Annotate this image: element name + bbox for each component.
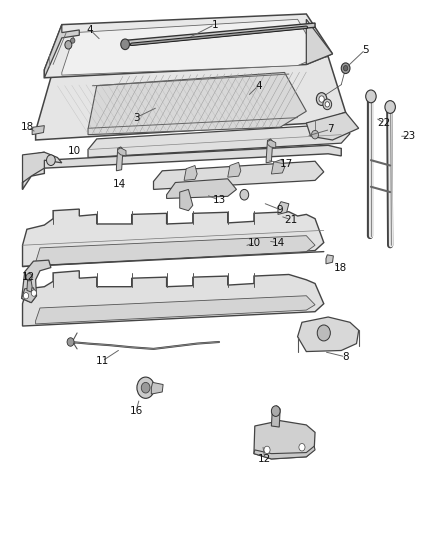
Polygon shape (35, 56, 346, 140)
Text: 13: 13 (212, 195, 226, 205)
Polygon shape (35, 296, 315, 324)
Polygon shape (32, 126, 44, 135)
Polygon shape (306, 112, 359, 140)
Polygon shape (180, 189, 193, 211)
Polygon shape (306, 19, 332, 64)
Circle shape (65, 41, 72, 49)
Text: 9: 9 (277, 205, 283, 215)
Text: 3: 3 (133, 112, 139, 123)
Polygon shape (151, 382, 163, 394)
Polygon shape (62, 19, 319, 75)
Polygon shape (228, 163, 241, 177)
Text: 8: 8 (343, 352, 349, 362)
Polygon shape (88, 72, 306, 135)
Polygon shape (268, 140, 276, 148)
Circle shape (31, 290, 36, 296)
Text: 4: 4 (255, 81, 261, 91)
Circle shape (141, 382, 150, 393)
Circle shape (366, 90, 376, 103)
Text: 1: 1 (211, 20, 218, 30)
Polygon shape (44, 25, 79, 78)
Text: 10: 10 (67, 146, 81, 156)
Text: 18: 18 (21, 122, 35, 132)
Polygon shape (22, 146, 341, 189)
Polygon shape (21, 260, 51, 303)
Polygon shape (254, 421, 315, 459)
Circle shape (137, 377, 154, 398)
Polygon shape (326, 255, 333, 264)
Circle shape (325, 102, 329, 107)
Polygon shape (117, 147, 123, 171)
Polygon shape (153, 161, 324, 189)
Polygon shape (22, 152, 62, 189)
Circle shape (317, 325, 330, 341)
Text: 4: 4 (87, 25, 93, 35)
Text: 21: 21 (284, 215, 298, 225)
Polygon shape (22, 209, 324, 266)
Circle shape (341, 63, 350, 74)
Circle shape (67, 338, 74, 346)
Text: 12: 12 (21, 272, 35, 282)
Text: 14: 14 (271, 238, 285, 247)
Polygon shape (35, 236, 315, 265)
Text: 10: 10 (248, 238, 261, 247)
Circle shape (121, 39, 130, 50)
Polygon shape (44, 14, 332, 78)
Polygon shape (184, 165, 197, 180)
Circle shape (26, 273, 32, 281)
Circle shape (385, 101, 396, 114)
Polygon shape (27, 276, 32, 292)
Circle shape (272, 406, 280, 416)
Circle shape (264, 446, 270, 454)
Circle shape (343, 66, 348, 71)
Circle shape (71, 38, 75, 43)
Text: 14: 14 (113, 179, 126, 189)
Polygon shape (266, 139, 273, 163)
Circle shape (323, 99, 332, 110)
Text: 16: 16 (129, 406, 143, 416)
Polygon shape (123, 23, 315, 46)
Circle shape (319, 96, 324, 102)
Polygon shape (272, 406, 280, 427)
Circle shape (240, 189, 249, 200)
Polygon shape (118, 148, 126, 156)
Circle shape (46, 155, 55, 165)
Text: 18: 18 (334, 263, 347, 272)
Text: 23: 23 (402, 131, 416, 141)
Circle shape (299, 443, 305, 451)
Text: 5: 5 (362, 45, 369, 54)
Circle shape (311, 131, 318, 139)
Polygon shape (254, 446, 315, 459)
Text: 7: 7 (327, 124, 334, 134)
Text: 17: 17 (280, 159, 293, 169)
Polygon shape (22, 271, 324, 326)
Polygon shape (278, 201, 289, 214)
Polygon shape (297, 317, 359, 352)
Polygon shape (88, 124, 350, 158)
Text: 11: 11 (95, 356, 109, 366)
Polygon shape (21, 288, 36, 303)
Polygon shape (272, 159, 285, 174)
Circle shape (316, 93, 327, 106)
Text: 22: 22 (378, 118, 391, 128)
Polygon shape (166, 179, 237, 198)
Circle shape (23, 293, 28, 299)
Text: 12: 12 (258, 454, 272, 464)
